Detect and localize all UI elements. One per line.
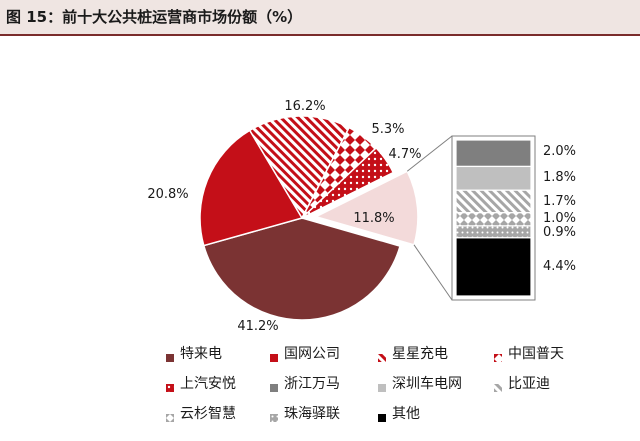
legend-swatch-icon [378,377,386,392]
breakdown-bar-mark-e4ba91e69d89e699bae685a7 [455,189,532,214]
breakdown-label-mark-e585b6e4bb96: 4.4% [543,259,576,274]
legend-swatch-icon [494,347,502,362]
breakdown-label-mark-e78fa0e6b5b7e9a9bfe88194: 1.0% [543,211,576,226]
legend-label: 星星充电 [392,346,448,362]
pie-label-mark-e4b8ade59bbde699aee5a4a9: 5.3% [371,122,404,137]
pie-slice-mark-e4b88ae6b1bde5ae89e682a6 [301,146,395,219]
breakdown-bar-mark-e78fa0e6b5b7e9a9bfe88194 [455,212,532,227]
pie-slice-mark-e59bbde7bd91e585ace58fb8 [199,129,304,247]
legend-label: 珠海驿联 [284,406,340,422]
legend-swatch-icon [270,377,278,392]
breakdown-label-mark-e4ba91e69d89e699bae685a7: 1.7% [543,194,576,209]
pie-label-mark-e6989fe6989fe58585e794b5: 16.2% [284,99,325,114]
breakdown-bar-mark-e585b6e4bb96-0.9 [455,225,532,239]
pie-slice-mark-e6989fe6989fe58585e794b5 [248,115,351,220]
legend-label: 特来电 [180,346,222,362]
legend-swatch-icon [270,407,278,422]
connector-bottom [413,244,453,301]
legend-swatch-icon [378,347,386,362]
pie-label-mark-e59bbde7bd91e585ace58fb8: 20.8% [147,187,188,202]
figure-title: 图 15：前十大公共桩运营商市场份额（%） [6,8,303,26]
legend-swatch-icon [166,407,174,422]
legend-label: 浙江万马 [284,376,340,392]
connector-top [406,135,453,172]
legend-swatch-icon [494,377,502,392]
pie-slice-mark-e789b9e69da5e794b5 [202,217,401,321]
pie-slice-mark-e6b599e6b19fe4b887e9a9ac [313,170,419,246]
breakdown-label-mark-e585b6e4bb96-0.9: 0.9% [543,225,576,240]
legend-swatch-icon [166,377,174,392]
title-bar: 图 15：前十大公共桩运营商市场份额（%） [0,0,640,36]
legend-swatch-icon [270,347,278,362]
breakdown-label-mark-e6af94e4ba9ae8bfaa: 1.8% [543,170,576,185]
pie-label-mark-e6b599e6b19fe4b887e9a9ac: 11.8% [353,211,394,226]
legend-label: 比亚迪 [508,376,550,392]
legend-label: 云杉智慧 [180,406,236,422]
pie-label-mark-e789b9e69da5e794b5: 41.2% [237,319,278,334]
legend-swatch-icon [378,407,386,422]
breakdown-bar-mark-e585b6e4bb96 [455,237,532,297]
legend-label: 其他 [392,406,420,422]
breakdown-label-mark-e6b7b1e59cb3e8bda6e794b5e7bd91: 2.0% [543,144,576,159]
breakdown-bar-mark-e6b7b1e59cb3e8bda6e794b5e7bd91 [455,139,532,168]
legend-label: 中国普天 [508,346,564,362]
pie-label-mark-e4b88ae6b1bde5ae89e682a6: 4.7% [388,147,421,162]
breakdown-bar-mark-e6af94e4ba9ae8bfaa [455,165,532,191]
legend-label: 深圳车电网 [392,376,462,392]
legend-label: 国网公司 [284,346,340,362]
legend-swatch-icon [166,347,174,362]
legend-label: 上汽安悦 [180,376,236,392]
